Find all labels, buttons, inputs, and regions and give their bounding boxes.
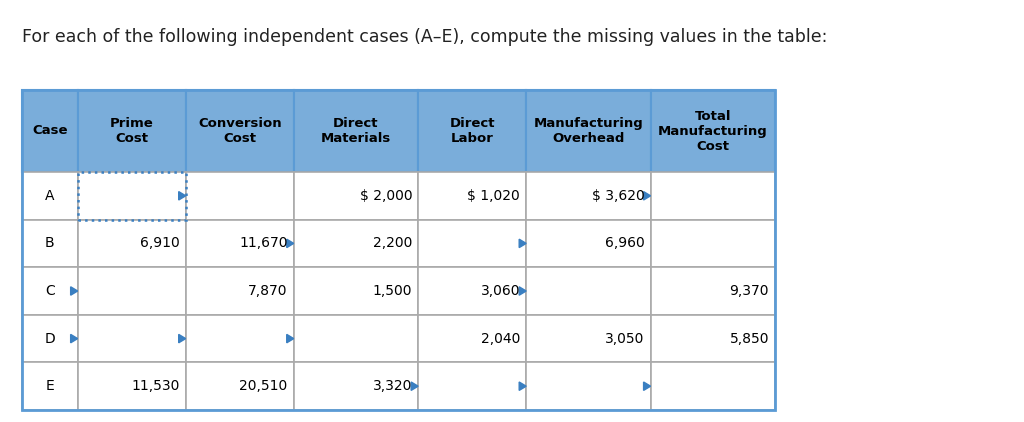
Text: 3,320: 3,320 bbox=[373, 379, 412, 393]
Text: 9,370: 9,370 bbox=[729, 284, 769, 298]
Text: 3,060: 3,060 bbox=[480, 284, 520, 298]
Text: Total
Manufacturing
Cost: Total Manufacturing Cost bbox=[658, 109, 768, 152]
Text: 2,200: 2,200 bbox=[373, 236, 412, 250]
Bar bbox=[526, 219, 650, 267]
Bar bbox=[22, 219, 78, 267]
Polygon shape bbox=[519, 382, 526, 390]
Bar bbox=[294, 172, 418, 219]
Text: D: D bbox=[44, 332, 55, 346]
Bar bbox=[650, 172, 775, 219]
Bar bbox=[650, 267, 775, 315]
Bar bbox=[294, 267, 418, 315]
Polygon shape bbox=[644, 192, 650, 200]
Polygon shape bbox=[71, 287, 78, 295]
Text: B: B bbox=[45, 236, 54, 250]
Bar bbox=[418, 90, 526, 172]
Bar bbox=[294, 219, 418, 267]
Polygon shape bbox=[287, 239, 294, 248]
Bar bbox=[78, 362, 185, 410]
Polygon shape bbox=[179, 192, 185, 200]
Bar bbox=[78, 172, 185, 219]
Bar bbox=[418, 315, 526, 362]
Text: $ 2,000: $ 2,000 bbox=[359, 189, 412, 203]
Polygon shape bbox=[287, 334, 294, 343]
Polygon shape bbox=[412, 382, 418, 390]
Text: A: A bbox=[45, 189, 54, 203]
Text: C: C bbox=[45, 284, 54, 298]
Text: 1,500: 1,500 bbox=[373, 284, 412, 298]
Bar bbox=[22, 362, 78, 410]
Text: 20,510: 20,510 bbox=[240, 379, 288, 393]
Bar bbox=[78, 315, 185, 362]
Text: 11,530: 11,530 bbox=[131, 379, 179, 393]
Text: 5,850: 5,850 bbox=[729, 332, 769, 346]
Bar bbox=[650, 315, 775, 362]
Bar bbox=[185, 315, 294, 362]
Bar bbox=[650, 219, 775, 267]
Bar bbox=[78, 90, 185, 172]
Bar bbox=[185, 172, 294, 219]
Text: Conversion
Cost: Conversion Cost bbox=[198, 117, 282, 145]
Bar bbox=[78, 219, 185, 267]
Bar bbox=[526, 90, 650, 172]
Bar bbox=[22, 172, 78, 219]
Bar bbox=[78, 267, 185, 315]
Bar bbox=[22, 90, 78, 172]
Text: Prime
Cost: Prime Cost bbox=[110, 117, 154, 145]
Polygon shape bbox=[519, 239, 526, 248]
Text: 3,050: 3,050 bbox=[605, 332, 644, 346]
Text: For each of the following independent cases (A–E), compute the missing values in: For each of the following independent ca… bbox=[22, 28, 827, 46]
Text: 2,040: 2,040 bbox=[481, 332, 520, 346]
Bar bbox=[185, 90, 294, 172]
Text: Direct
Materials: Direct Materials bbox=[321, 117, 391, 145]
Bar bbox=[418, 219, 526, 267]
Bar bbox=[526, 315, 650, 362]
Polygon shape bbox=[644, 382, 650, 390]
Polygon shape bbox=[71, 334, 78, 343]
Bar bbox=[22, 267, 78, 315]
Bar bbox=[22, 315, 78, 362]
Bar bbox=[526, 172, 650, 219]
Text: $ 3,620: $ 3,620 bbox=[592, 189, 644, 203]
Bar bbox=[78, 172, 185, 219]
Text: $ 1,020: $ 1,020 bbox=[467, 189, 520, 203]
Bar bbox=[418, 172, 526, 219]
Bar bbox=[294, 315, 418, 362]
Bar bbox=[650, 362, 775, 410]
Polygon shape bbox=[179, 334, 185, 343]
Bar bbox=[418, 267, 526, 315]
Bar bbox=[185, 219, 294, 267]
Text: 6,910: 6,910 bbox=[140, 236, 179, 250]
Bar bbox=[526, 362, 650, 410]
Text: Manufacturing
Overhead: Manufacturing Overhead bbox=[534, 117, 643, 145]
Bar bbox=[650, 90, 775, 172]
Bar bbox=[185, 362, 294, 410]
Text: 7,870: 7,870 bbox=[248, 284, 288, 298]
Polygon shape bbox=[519, 287, 526, 295]
Bar bbox=[526, 267, 650, 315]
Text: Direct
Labor: Direct Labor bbox=[450, 117, 495, 145]
Bar bbox=[294, 90, 418, 172]
Text: E: E bbox=[45, 379, 54, 393]
Bar bbox=[22, 90, 775, 410]
Text: 6,960: 6,960 bbox=[605, 236, 644, 250]
Bar bbox=[418, 362, 526, 410]
Bar bbox=[185, 267, 294, 315]
Bar bbox=[294, 362, 418, 410]
Text: 11,670: 11,670 bbox=[240, 236, 288, 250]
Text: Case: Case bbox=[32, 124, 68, 138]
